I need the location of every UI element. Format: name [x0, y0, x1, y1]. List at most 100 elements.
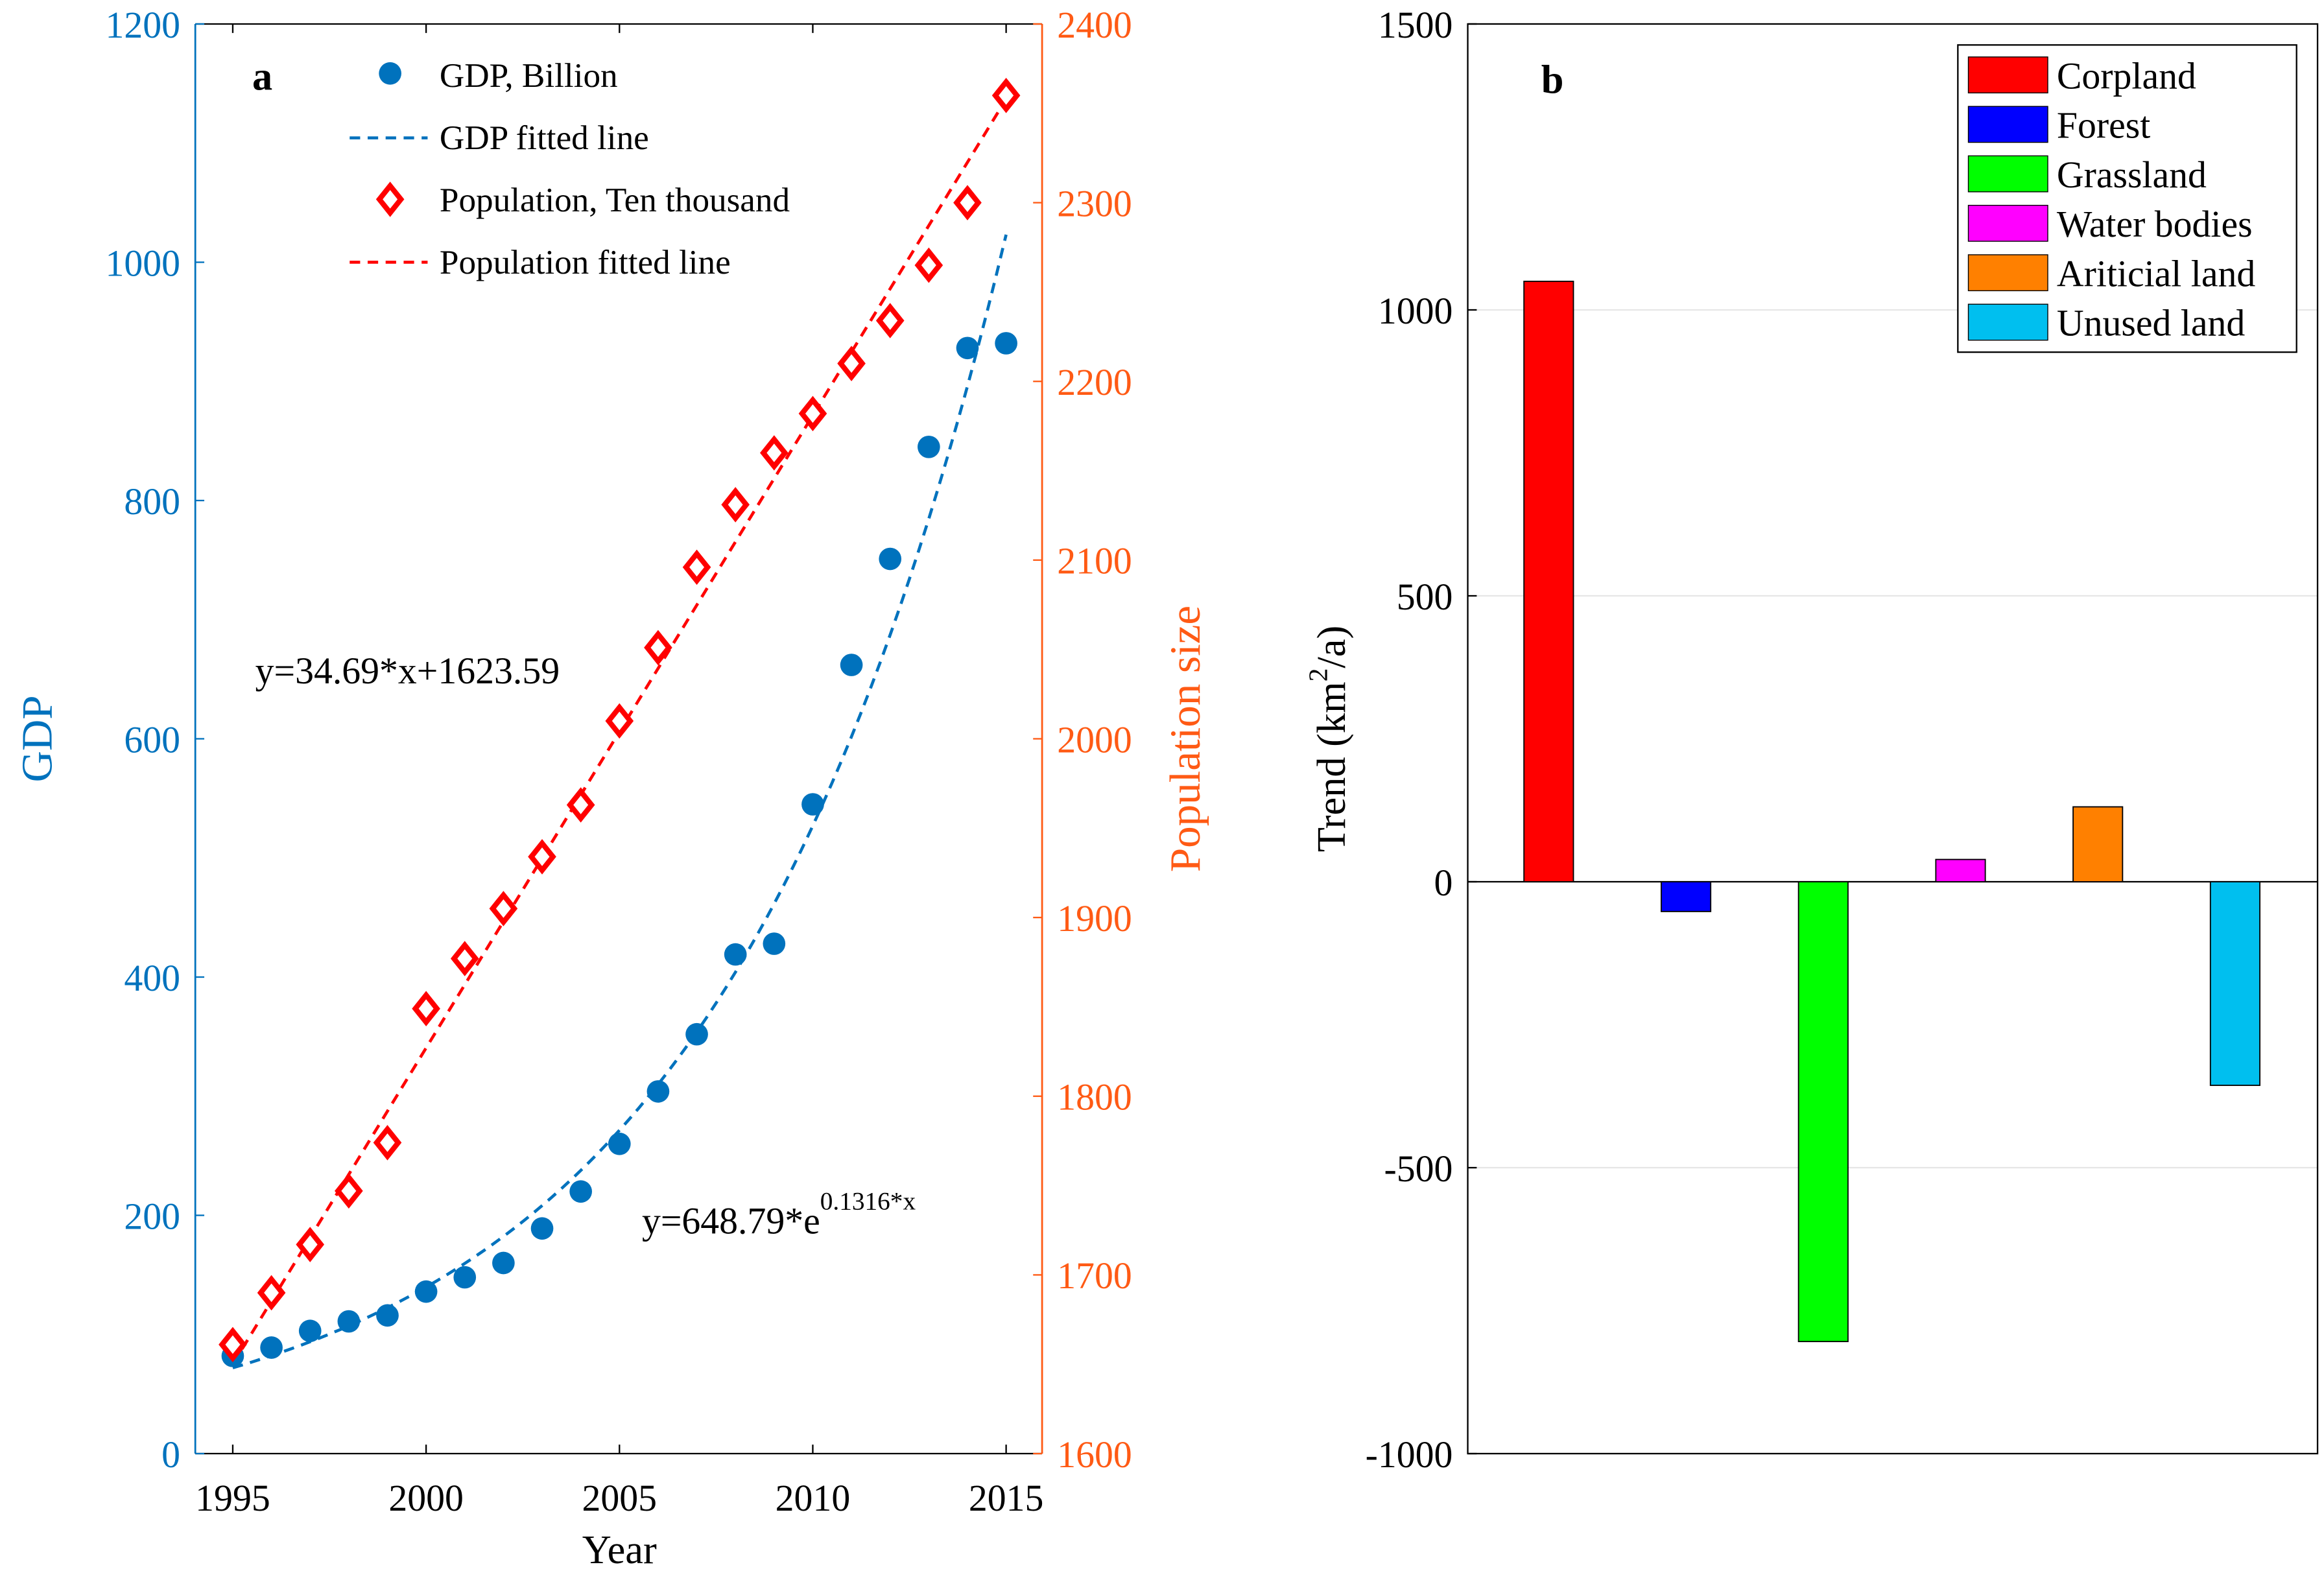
- population-point: [219, 1327, 247, 1363]
- panel-label: a: [252, 54, 272, 99]
- panel-label: b: [1541, 57, 1564, 102]
- population-point: [528, 839, 556, 875]
- gdp-point: [492, 1251, 515, 1275]
- gdp-point: [569, 1180, 592, 1203]
- gdp-fitted-line: [232, 234, 1008, 1369]
- panel-a: 1995 2000 2005 2010 2015 0 200 400 600 800 1000 120…: [13, 5, 1209, 1569]
- x-tick-label: 1995: [195, 1478, 270, 1519]
- population-point: [875, 303, 905, 338]
- population-point: [991, 77, 1021, 113]
- legend-label: Corpland: [2057, 56, 2196, 97]
- gdp-point: [763, 932, 786, 955]
- y-axis-label-part: /a): [1309, 626, 1354, 668]
- y-right-tick-label: 2300: [1057, 183, 1132, 224]
- x-tick-label: 2005: [582, 1478, 658, 1519]
- legend-label: GDP fitted line: [440, 119, 649, 157]
- population-point: [914, 247, 943, 283]
- y-tick-label: 1500: [1378, 5, 1453, 46]
- population-point: [837, 346, 866, 381]
- y-tick-label: 500: [1397, 577, 1453, 618]
- population-point: [682, 549, 711, 585]
- gdp-point: [995, 332, 1017, 355]
- population-point: [644, 630, 672, 666]
- legend-swatch: [1967, 56, 2048, 93]
- gdp-point: [530, 1217, 554, 1240]
- y-right-tick-label: 2000: [1057, 720, 1132, 761]
- population-point: [412, 991, 440, 1026]
- y-left-tick-label: 200: [124, 1196, 180, 1237]
- bar-ariticial-land: [2072, 806, 2124, 882]
- gdp-point: [608, 1132, 631, 1155]
- y-left-tick-label: 600: [124, 720, 180, 761]
- legend-label: Unused land: [2057, 303, 2245, 344]
- gdp-point: [724, 943, 747, 966]
- gdp-point: [956, 336, 979, 360]
- x-tick-label: 2010: [776, 1478, 851, 1519]
- plot-frame: [1467, 23, 2319, 1455]
- population-point: [335, 1173, 363, 1209]
- bar-grassland: [1797, 881, 1849, 1343]
- y-right-tick-label: 1700: [1057, 1256, 1132, 1297]
- gdp-point: [918, 435, 940, 458]
- bar-water-bodies: [1935, 858, 1986, 882]
- population-point: [798, 395, 827, 432]
- x-axis-label: Year: [582, 1528, 657, 1569]
- gdp-point: [414, 1280, 438, 1303]
- population-point: [605, 703, 634, 739]
- legend-label: Population, Ten thousand: [440, 182, 790, 219]
- gdp-point: [840, 654, 863, 676]
- population-point: [759, 435, 788, 471]
- y-tick-label: -500: [1384, 1149, 1453, 1190]
- y-tick-label: 1000: [1378, 291, 1453, 332]
- y-right-tick-label: 2400: [1057, 5, 1132, 46]
- gdp-point: [337, 1310, 361, 1333]
- y-left-tick-label: 1000: [106, 243, 181, 284]
- legend: Corpland Forest Grassland Water bodies Ariti…: [1957, 44, 2297, 353]
- y-right-tick-label: 2200: [1057, 362, 1132, 403]
- legend-swatch: [1967, 106, 2048, 143]
- gdp-point: [685, 1022, 708, 1046]
- legend-label: GDP, Billion: [440, 57, 618, 95]
- y-axis-label: Trend (km2/a): [1303, 626, 1354, 853]
- y-right-tick-label: 1800: [1057, 1078, 1132, 1118]
- gdp-point: [879, 547, 902, 571]
- y-left-axis-label: GDP: [13, 695, 61, 782]
- bar-forest: [1660, 881, 1712, 912]
- legend-label: Forest: [2057, 106, 2150, 147]
- legend-gdp-marker: [379, 62, 401, 85]
- bar-corpland: [1523, 280, 1574, 882]
- population-point: [296, 1227, 325, 1262]
- y-left-tick-label: 1200: [106, 5, 181, 46]
- legend-label: Water bodies: [2057, 204, 2253, 245]
- legend-swatch: [1967, 303, 2048, 341]
- population-point: [257, 1275, 286, 1311]
- y-right-tick-label: 1600: [1057, 1435, 1132, 1476]
- x-tick-label: 2015: [969, 1478, 1044, 1519]
- gdp-point: [801, 793, 824, 816]
- legend-swatch: [1967, 204, 2048, 242]
- population-point: [566, 787, 595, 823]
- gdp-equation: y=648.79*e0.1316*x: [642, 1187, 916, 1242]
- population-point: [489, 891, 518, 926]
- gdp-point: [453, 1266, 477, 1289]
- population-point: [953, 185, 982, 220]
- population-point: [721, 487, 750, 523]
- y-left-tick-label: 400: [124, 958, 180, 999]
- legend-label: Ariticial land: [2057, 254, 2255, 294]
- population-equation: y=34.69*x+1623.59: [255, 651, 560, 692]
- bar-unused-land: [2209, 881, 2260, 1086]
- gdp-equation-exponent: 0.1316*x: [820, 1187, 916, 1215]
- population-point: [373, 1125, 402, 1161]
- y-right-tick-label: 2100: [1057, 541, 1132, 582]
- y-right-axis-label: Population size: [1161, 606, 1209, 872]
- y-axis-label-sup: 2: [1303, 668, 1333, 682]
- y-left-tick-label: 0: [161, 1435, 180, 1476]
- x-tick-label: 2000: [388, 1478, 464, 1519]
- panel-b: -1000 -500 0 500 1000 1500 Trend (km2/a) b Corpl…: [1303, 5, 2319, 1476]
- legend: GDP, Billion GDP fitted line Population, T…: [350, 57, 790, 281]
- legend-swatch: [1967, 254, 2048, 292]
- legend-swatch: [1967, 155, 2048, 193]
- legend-pop-marker: [375, 182, 405, 217]
- legend-box: [1957, 44, 2297, 353]
